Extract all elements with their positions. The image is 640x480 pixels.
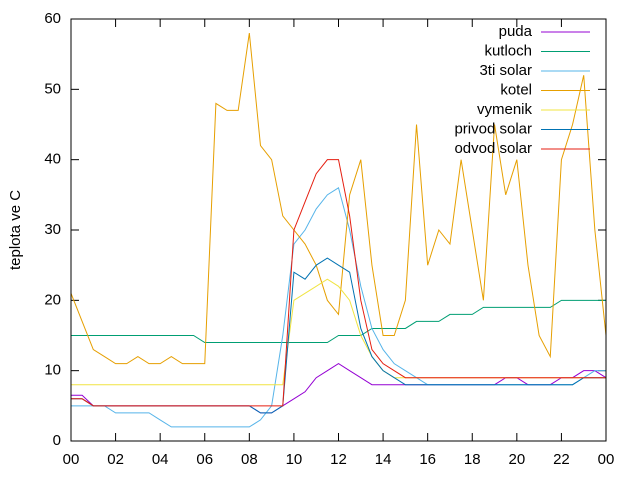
x-tick-label: 08	[241, 451, 258, 468]
x-tick-label: 00	[63, 451, 80, 468]
x-tick-label: 20	[508, 451, 525, 468]
legend-label: vymenik	[477, 101, 533, 118]
y-tick-label: 60	[44, 10, 61, 27]
legend-label: kutloch	[484, 42, 532, 59]
series-line	[71, 159, 606, 407]
legend-label: odvod solar	[454, 140, 532, 157]
x-tick-label: 18	[464, 451, 481, 468]
x-tick-label: 14	[375, 451, 392, 468]
series-line	[70, 32, 607, 365]
legend-label: kotel	[500, 81, 532, 98]
legend-label: privod solar	[454, 120, 532, 137]
x-tick-label: 16	[419, 451, 436, 468]
series-line	[71, 278, 606, 386]
x-tick-label: 12	[330, 451, 347, 468]
series-line	[71, 299, 606, 344]
plot-border	[70, 18, 607, 442]
y-tick-label: 10	[44, 362, 61, 379]
y-tick-label: 40	[44, 151, 61, 168]
x-tick-label: 00	[598, 451, 615, 468]
x-tick-label: 04	[152, 451, 169, 468]
legend-label: puda	[499, 23, 533, 40]
y-tick-label: 0	[53, 432, 61, 449]
x-tick-label: 06	[196, 451, 213, 468]
x-tick-label: 22	[553, 451, 570, 468]
y-tick-label: 20	[44, 291, 61, 308]
y-tick-label: 30	[44, 221, 61, 238]
x-tick-label: 10	[286, 451, 303, 468]
y-axis-label: teplota ve C	[7, 190, 24, 270]
legend-label: 3ti solar	[479, 62, 532, 79]
x-tick-label: 02	[107, 451, 124, 468]
y-tick-label: 50	[44, 80, 61, 97]
